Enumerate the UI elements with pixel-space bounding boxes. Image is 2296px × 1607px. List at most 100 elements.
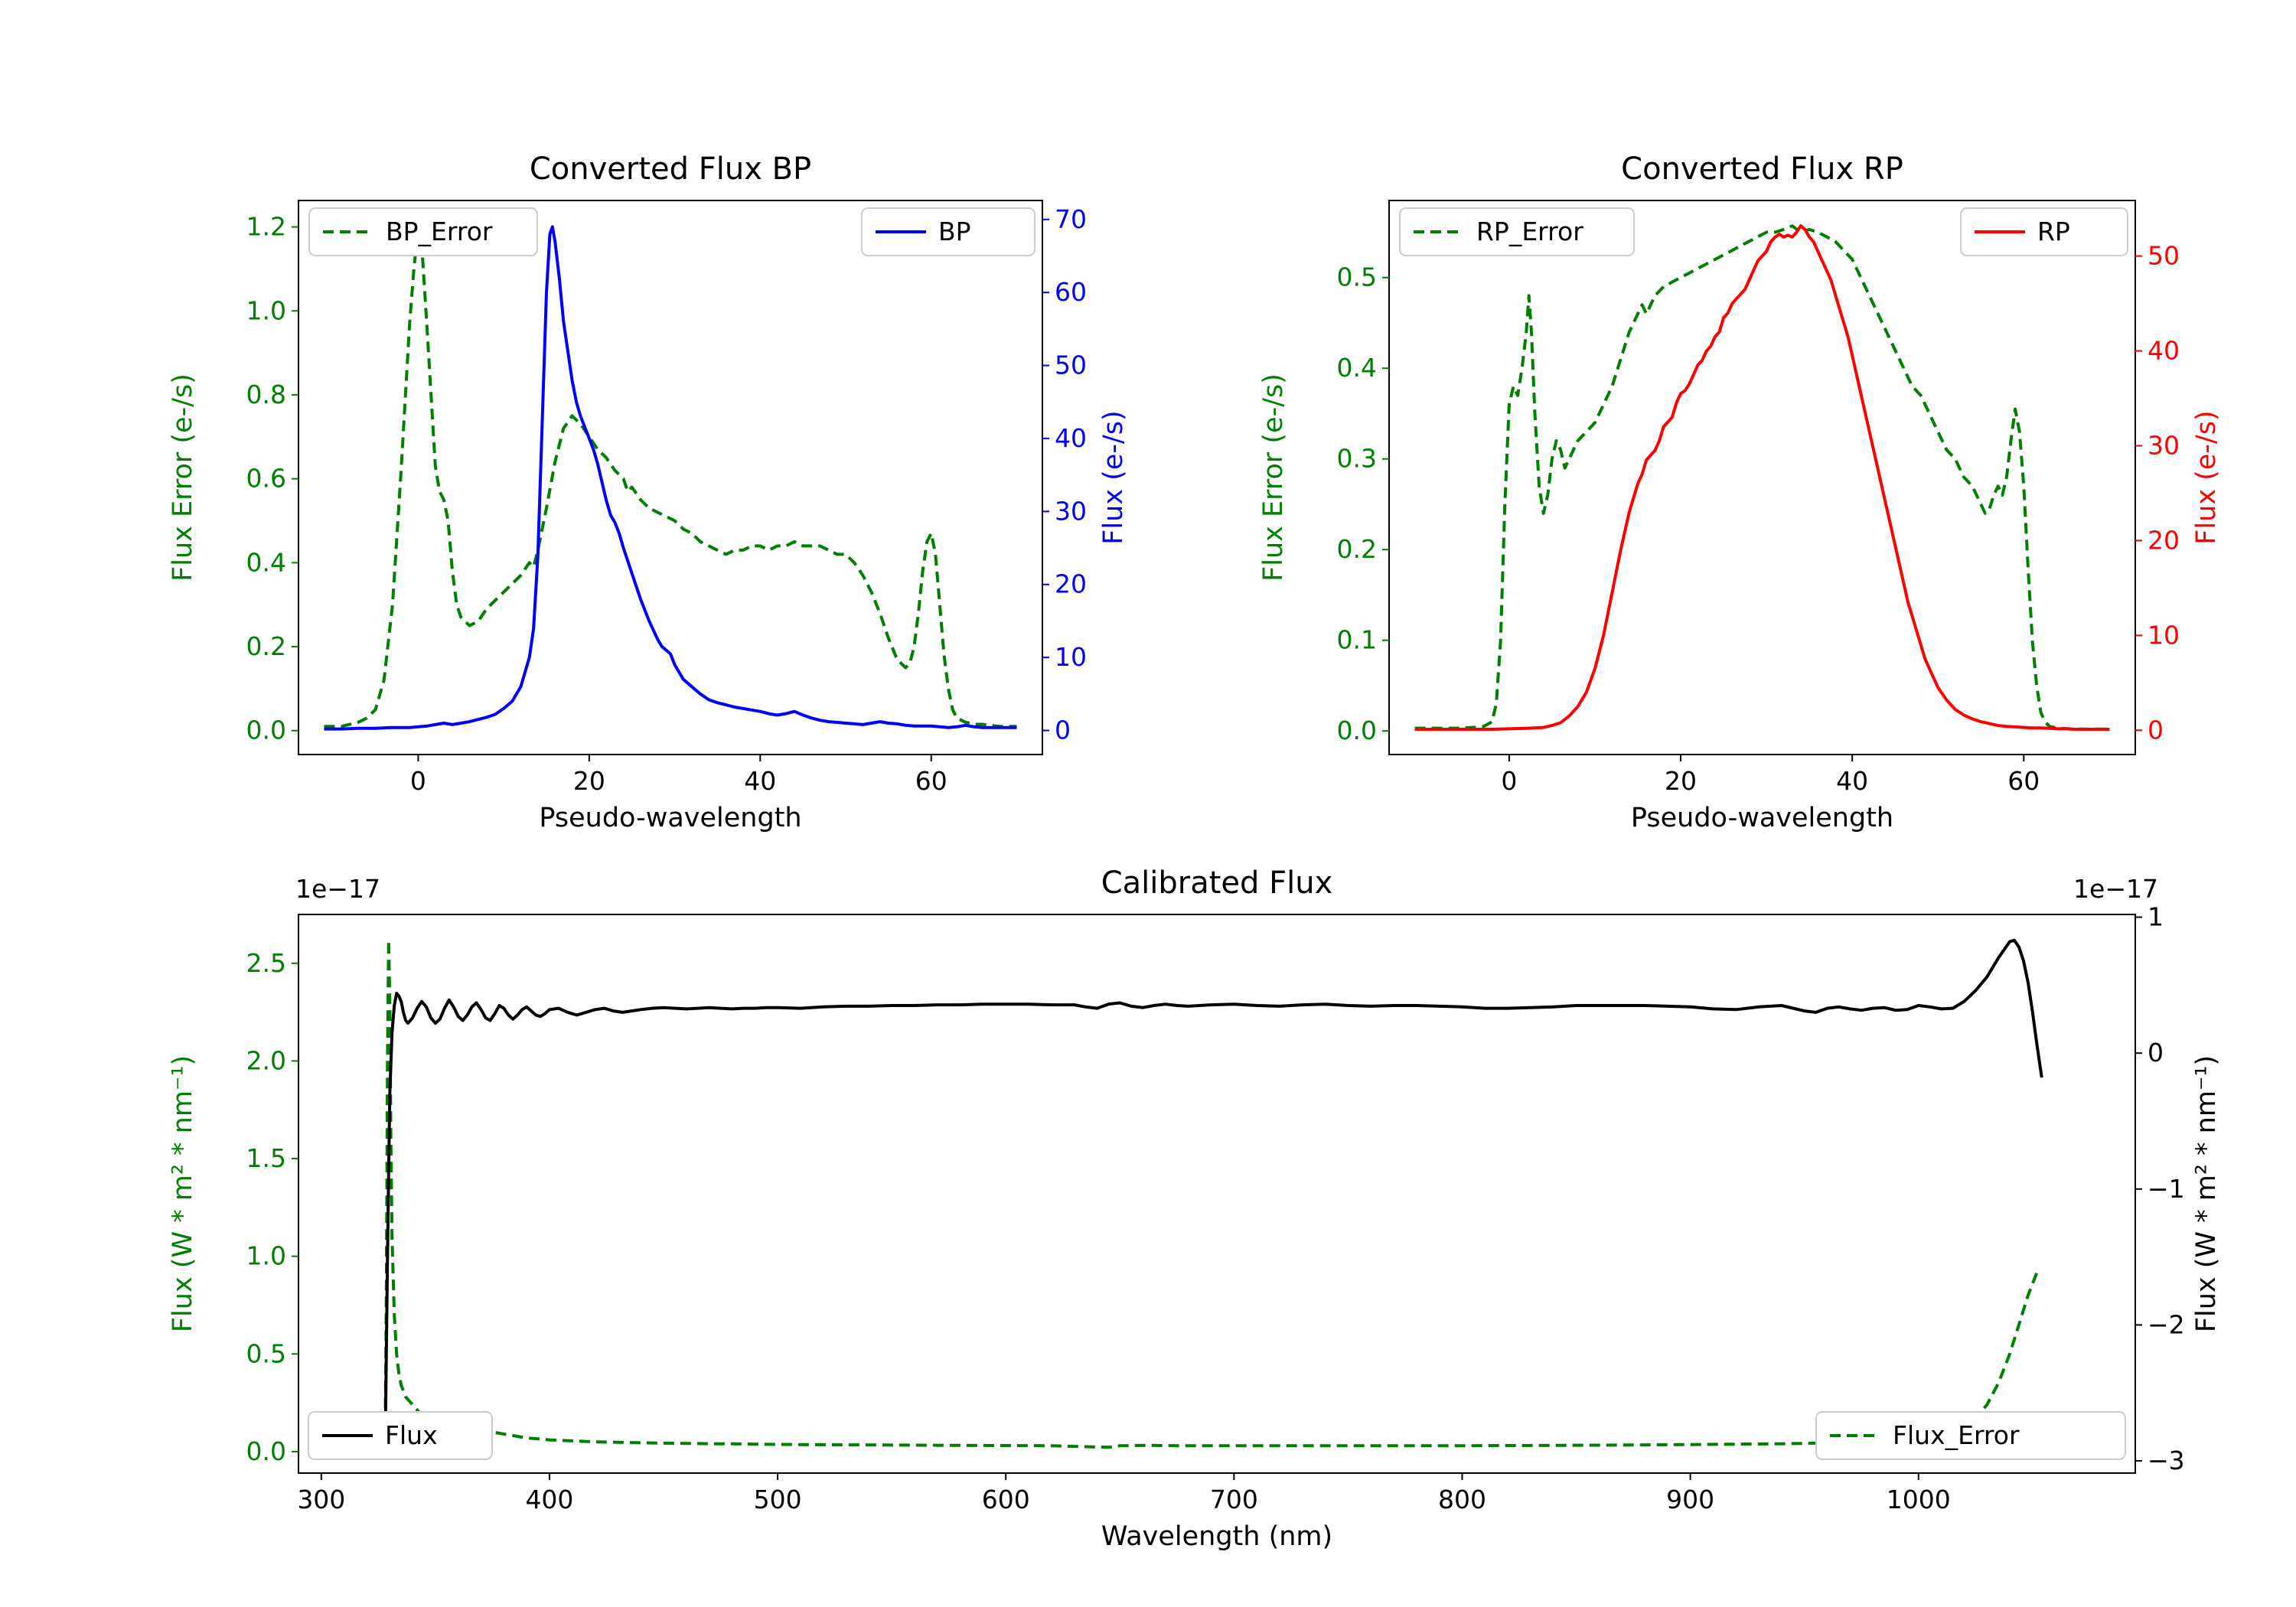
x-tick-label: 20 — [573, 766, 605, 796]
x-tick-label: 700 — [1210, 1485, 1258, 1514]
right-y-tick-label: 0 — [2148, 715, 2164, 745]
right-y-tick-label: 10 — [1055, 642, 1087, 672]
calibrated-flux-plot: 300 400 500 600 700 800 900 1000 0.0 0.5 1.0 1.5 2.0… — [168, 865, 2222, 1552]
right-y-tick-label: 40 — [2148, 336, 2180, 366]
legend-frame — [308, 207, 538, 256]
right-y-tick-label: 1 — [2148, 902, 2164, 932]
right-y-tick-label: 30 — [2148, 430, 2180, 460]
bp-series-line — [324, 225, 1017, 731]
x-tick-label: 20 — [1665, 766, 1697, 796]
right-y-tick-label: 0 — [1055, 715, 1071, 745]
rp_error-series-line — [1414, 224, 2110, 731]
rp-series-line — [1414, 224, 2110, 731]
right-offset-text: 1e−17 — [2073, 874, 2158, 904]
flux-series-line — [383, 938, 2043, 1448]
x-tick-label: 400 — [525, 1485, 573, 1514]
x-tick-label: 600 — [982, 1485, 1030, 1514]
chart-title: Calibrated Flux — [1101, 865, 1333, 901]
legend-label: RP_Error — [1476, 217, 1583, 246]
x-axis-ticks: 0 20 40 60 — [1501, 755, 2040, 796]
right-y-tick-label: 10 — [2148, 620, 2180, 650]
x-tick-label: 60 — [2007, 766, 2040, 796]
left-y-tick-label: 0.3 — [1337, 444, 1377, 474]
legend-flux: Flux — [308, 1411, 493, 1460]
legend-bp_error: BP_Error — [308, 207, 538, 256]
right-y-tick-label: 50 — [1055, 350, 1087, 380]
bp_error-series-line — [324, 225, 1017, 729]
left-y-axis-ticks: 0.0 0.5 1.0 1.5 2.0 2.5 — [246, 948, 298, 1466]
x-axis-label: Wavelength (nm) — [1101, 1521, 1332, 1552]
left-y-tick-label: 1.0 — [246, 1241, 286, 1271]
left-y-tick-label: 0.5 — [1337, 262, 1377, 292]
x-tick-label: 40 — [1836, 766, 1868, 796]
left-y-axis-label: Flux Error (e-/s) — [1258, 373, 1289, 582]
left-y-axis-label: Flux (W * m² * nm⁻¹) — [168, 1055, 198, 1332]
left-y-tick-label: 2.0 — [246, 1045, 286, 1075]
x-tick-label: 40 — [744, 766, 776, 796]
converted-flux-bp-plot: 0 20 40 60 0.0 0.2 0.4 0.6 0.8 1.0 1.2 0 10 20 30 40 50 6… — [168, 152, 1129, 833]
right-y-tick-label: 50 — [2148, 241, 2180, 271]
right-y-axis-ticks: 0 10 20 30 40 50 60 70 — [1042, 204, 1087, 745]
calibrated-flux-axes-spines — [298, 914, 2136, 1474]
x-tick-label: 0 — [410, 766, 426, 796]
legend-bp: BP — [861, 207, 1035, 256]
legend-label: RP — [2037, 217, 2070, 246]
right-y-tick-label: 20 — [1055, 569, 1087, 599]
left-y-tick-label: 0.1 — [1337, 625, 1377, 655]
right-y-tick-label: 70 — [1055, 204, 1087, 234]
legend-frame — [861, 207, 1035, 256]
right-y-tick-label: −3 — [2148, 1446, 2185, 1475]
right-y-tick-label: 40 — [1055, 423, 1087, 453]
chart-title: Converted Flux RP — [1621, 152, 1903, 187]
legend-rp: RP — [1960, 207, 2128, 256]
legend-label: Flux — [385, 1420, 438, 1450]
flux_error-series-line — [383, 938, 2039, 1449]
x-axis-ticks: 0 20 40 60 — [410, 755, 947, 796]
x-tick-label: 500 — [754, 1485, 802, 1514]
left-y-tick-label: 0.5 — [246, 1338, 286, 1368]
converted-flux-rp-axes-spines — [1388, 200, 2136, 755]
left-y-tick-label: 0.6 — [246, 464, 286, 494]
x-axis-label: Pseudo-wavelength — [539, 803, 801, 833]
legend-rp_error: RP_Error — [1399, 207, 1635, 256]
right-y-tick-label: −2 — [2148, 1309, 2185, 1339]
left-y-tick-label: 1.0 — [246, 295, 286, 325]
x-tick-label: 800 — [1438, 1485, 1486, 1514]
chart-calibrated-flux: 300 400 500 600 700 800 900 1000 0.0 0.5 1.0 1.5 2.0… — [153, 826, 2258, 1607]
chart-converted-flux-rp: 0 20 40 60 0.0 0.1 0.2 0.3 0.4 0.5 0 10 20 30 40 50 Conv… — [1247, 115, 2242, 842]
legend-flux_error: Flux_Error — [1815, 1411, 2126, 1460]
left-y-tick-label: 0.0 — [1337, 715, 1377, 745]
right-y-tick-label: 60 — [1055, 277, 1087, 307]
legend-frame — [1399, 207, 1635, 256]
right-y-axis-label: Flux (e-/s) — [1098, 410, 1129, 544]
right-y-tick-label: 0 — [2148, 1038, 2164, 1068]
legend-label: BP — [938, 217, 971, 246]
left-y-tick-label: 0.8 — [246, 380, 286, 409]
left-y-axis-ticks: 0.0 0.1 0.2 0.3 0.4 0.5 — [1337, 262, 1389, 745]
left-y-tick-label: 2.5 — [246, 948, 286, 978]
x-tick-label: 300 — [297, 1485, 345, 1514]
left-y-tick-label: 0.2 — [246, 631, 286, 661]
x-axis-label: Pseudo-wavelength — [1631, 803, 1893, 833]
converted-flux-rp-plot: 0 20 40 60 0.0 0.1 0.2 0.3 0.4 0.5 0 10 20 30 40 50 Conv… — [1258, 152, 2222, 833]
right-y-axis-ticks: 0 10 20 30 40 50 — [2135, 241, 2180, 745]
x-tick-label: 60 — [915, 766, 947, 796]
x-axis-ticks: 300 400 500 600 700 800 900 1000 — [297, 1473, 1951, 1514]
legend-label: Flux_Error — [1893, 1420, 2020, 1450]
legend-frame — [1960, 207, 2128, 256]
right-y-axis-label: Flux (e-/s) — [2191, 410, 2222, 544]
legend-frame — [308, 1411, 493, 1460]
right-y-axis-ticks: −3 −2 −1 0 1 — [2135, 902, 2185, 1475]
left-y-axis-label: Flux Error (e-/s) — [168, 373, 198, 582]
left-offset-text: 1e−17 — [295, 874, 380, 904]
legend-label: BP_Error — [386, 217, 493, 246]
left-y-tick-label: 0.4 — [1337, 353, 1377, 383]
x-tick-label: 0 — [1501, 766, 1517, 796]
left-y-axis-ticks: 0.0 0.2 0.4 0.6 0.8 1.0 1.2 — [246, 212, 298, 745]
left-y-tick-label: 0.2 — [1337, 534, 1377, 564]
chart-converted-flux-bp: 0 20 40 60 0.0 0.2 0.4 0.6 0.8 1.0 1.2 0 10 20 30 40 50 6… — [153, 115, 1148, 842]
right-y-tick-label: −1 — [2148, 1174, 2185, 1204]
right-y-tick-label: 30 — [1055, 496, 1087, 526]
chart-title: Converted Flux BP — [530, 152, 811, 187]
